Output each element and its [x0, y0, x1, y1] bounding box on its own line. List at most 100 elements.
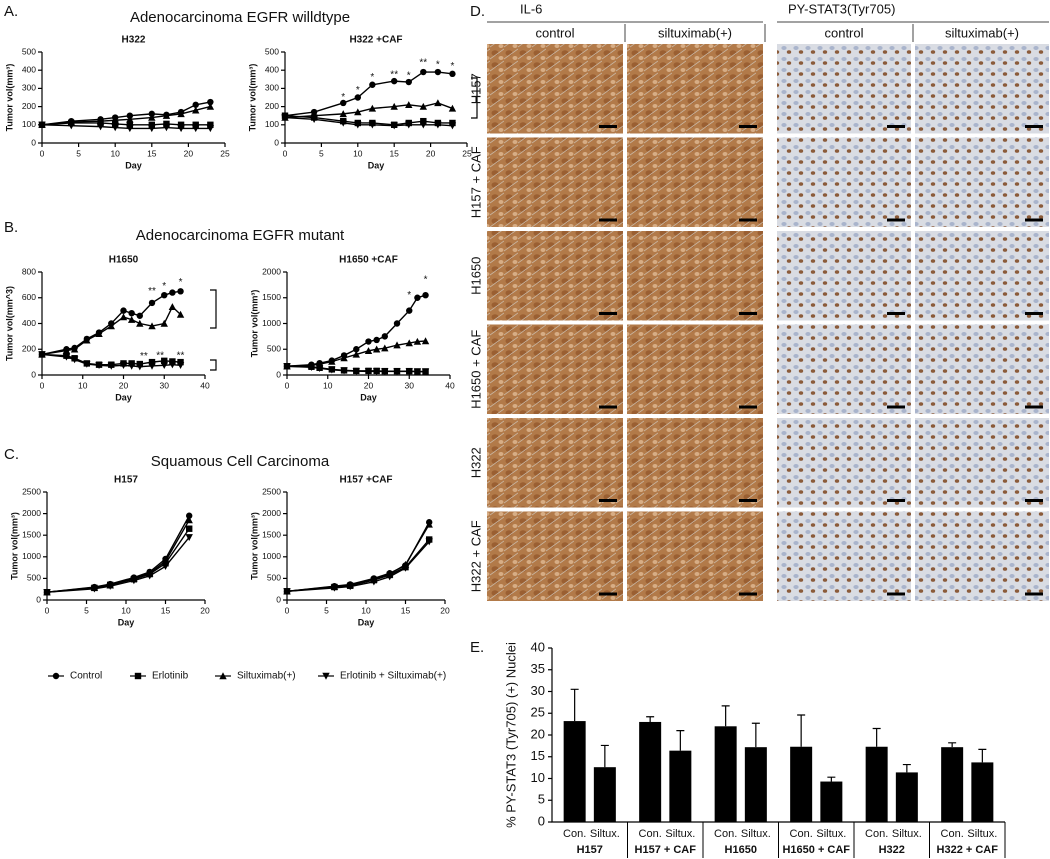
panel-label: B.: [4, 219, 18, 236]
bar: [790, 746, 813, 822]
marker: [405, 101, 413, 108]
x-tick-label: 5: [324, 605, 329, 615]
marker: [381, 368, 389, 376]
y-tick-label: 500: [22, 46, 36, 56]
marker: [352, 367, 360, 375]
y-tick-label: 200: [22, 344, 36, 354]
x-tick-label: 20: [426, 148, 436, 158]
marker: [330, 584, 339, 592]
series-line: [41, 305, 182, 356]
y-tick-label: 500: [27, 573, 41, 583]
error-bar: [978, 748, 987, 763]
row-label: H157: [468, 73, 483, 104]
x-tick-label: Siltux.: [892, 828, 922, 840]
marker: [381, 344, 389, 352]
marker: [448, 122, 457, 130]
x-tick-label: 10: [361, 605, 371, 615]
marker: [70, 356, 79, 364]
x-tick-label: 15: [401, 605, 411, 615]
legend-label: Siltuximab(+): [237, 671, 296, 682]
row-label: H157 + CAF: [468, 146, 483, 218]
x-tick-label: 20: [184, 148, 194, 158]
marker: [126, 125, 134, 133]
x-axis-label: Day: [368, 160, 385, 170]
x-tick-label: 10: [110, 148, 120, 158]
chart-title: H1650: [109, 255, 139, 266]
marker: [96, 123, 105, 131]
x-tick-label: 40: [200, 380, 210, 390]
micrograph: [915, 324, 1049, 414]
series-line: [284, 102, 453, 119]
marker: [422, 291, 429, 299]
group-title: PY-STAT3(Tyr705): [788, 1, 895, 16]
x-tick-label: 30: [405, 380, 415, 390]
series-line: [41, 122, 211, 126]
marker: [369, 81, 376, 88]
x-tick-label: 20: [440, 605, 450, 615]
marker: [95, 330, 103, 337]
panel-label: E.: [470, 639, 484, 656]
marker: [162, 112, 171, 119]
annotation: *: [162, 281, 166, 292]
annotation: *: [424, 274, 428, 285]
annotation: *: [407, 70, 411, 81]
column-label: control: [824, 25, 863, 40]
marker: [148, 322, 156, 330]
x-tick-label: 25: [220, 148, 230, 158]
marker: [449, 70, 456, 78]
y-axis-label: Tumor vol(mm³): [4, 64, 14, 132]
annotation: *: [179, 277, 183, 288]
error-bar: [827, 776, 836, 782]
row-label: H322: [468, 447, 483, 478]
marker: [192, 106, 200, 114]
marker: [373, 336, 380, 344]
y-tick-label: 10: [531, 770, 545, 785]
legend-marker: [219, 672, 227, 680]
marker: [207, 121, 214, 128]
marker: [386, 573, 394, 581]
micrograph: [487, 324, 623, 414]
x-tick-label: 5: [76, 148, 81, 158]
marker: [419, 121, 428, 129]
marker: [315, 365, 324, 373]
x-tick-label: 10: [323, 380, 333, 390]
x-tick-label: 5: [84, 605, 89, 615]
marker: [391, 77, 398, 85]
marker: [163, 120, 170, 128]
micrograph: [627, 44, 763, 134]
y-tick-label: 1500: [262, 529, 281, 539]
x-tick-label: 0: [285, 605, 290, 615]
marker: [413, 337, 422, 345]
x-tick-label: Siltux.: [665, 828, 695, 840]
micrograph: [915, 137, 1049, 227]
x-tick-label: 40: [445, 380, 455, 390]
marker: [393, 368, 401, 376]
y-tick-label: 100: [265, 119, 279, 129]
marker: [368, 121, 377, 129]
marker: [107, 362, 115, 370]
y-tick-label: 400: [265, 64, 279, 74]
marker: [393, 341, 401, 349]
group-title: IL-6: [520, 1, 542, 16]
x-tick-label: 15: [389, 148, 399, 158]
marker: [354, 108, 362, 116]
marker: [405, 78, 412, 86]
panel-label: C.: [4, 446, 19, 463]
marker: [192, 125, 200, 133]
x-tick-label: 15: [147, 148, 157, 158]
marker: [112, 120, 119, 128]
bar: [865, 746, 888, 822]
annotation: *: [370, 72, 374, 83]
marker: [390, 102, 398, 110]
bar: [971, 762, 994, 822]
marker: [340, 99, 347, 107]
y-tick-label: 2000: [262, 266, 281, 276]
y-axis-label: Tumor vol(mm³): [247, 64, 257, 132]
y-tick-label: 25: [531, 705, 545, 720]
marker: [38, 351, 46, 359]
marker: [420, 68, 427, 76]
marker: [176, 310, 185, 318]
marker: [372, 345, 381, 353]
micrograph: [627, 511, 763, 601]
micrograph: [777, 511, 911, 601]
